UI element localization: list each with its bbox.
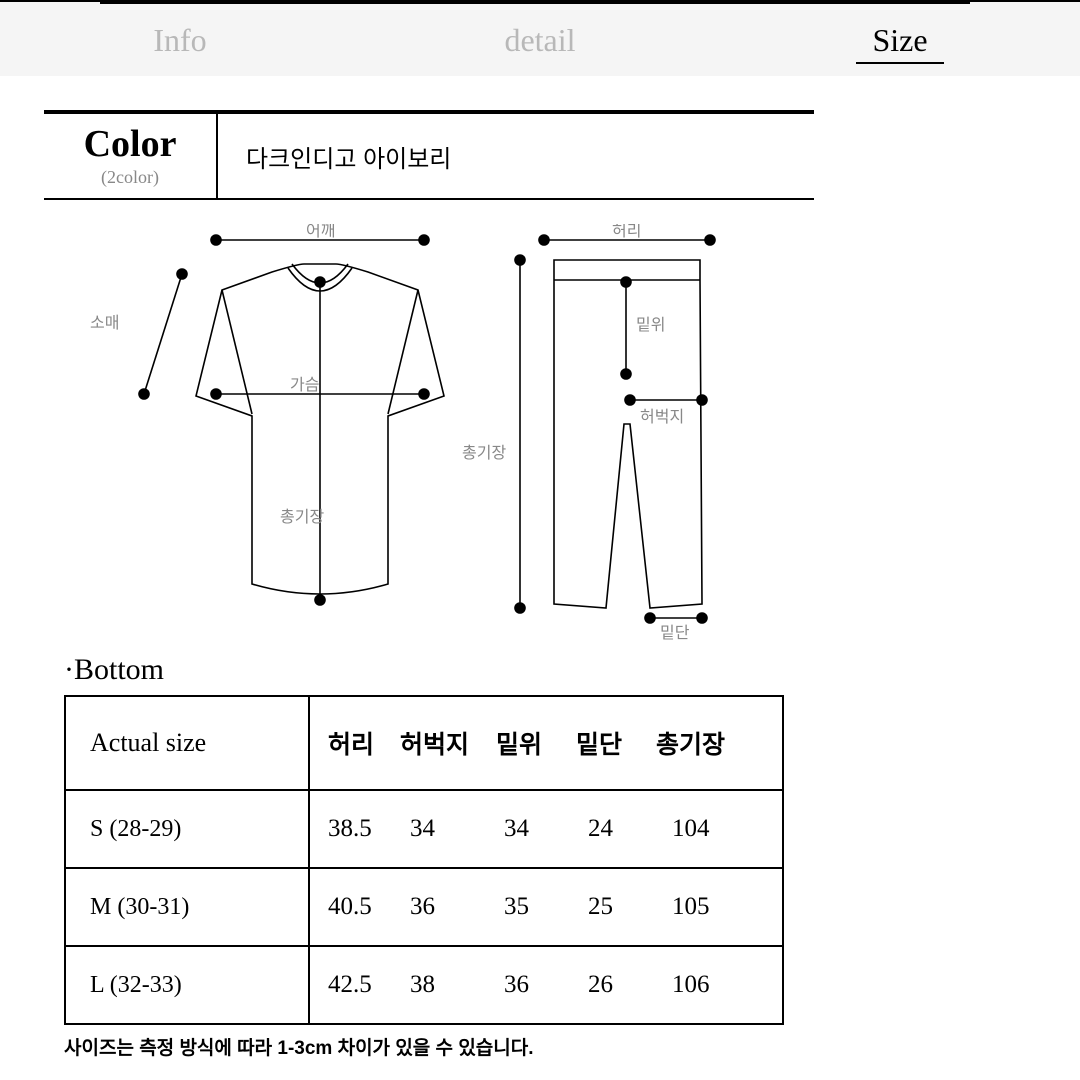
content-area: Color (2color) 다크인디고 아이보리 bbox=[0, 76, 1080, 1060]
size-footnote: 사이즈는 측정 방식에 따라 1-3cm 차이가 있을 수 있습니다. bbox=[64, 1033, 1036, 1060]
cell-value: 42.5 bbox=[328, 971, 406, 999]
tab-detail[interactable]: detail bbox=[360, 2, 720, 78]
cell-value: 34 bbox=[410, 815, 500, 843]
label-chest: 가슴 bbox=[290, 376, 319, 394]
color-title: Color bbox=[84, 125, 177, 163]
color-block: Color (2color) 다크인디고 아이보리 bbox=[44, 110, 814, 200]
cell-value: 36 bbox=[410, 893, 500, 921]
table-header-row: Actual size 허리 허벅지 밑위 밑단 총기장 bbox=[65, 696, 783, 790]
size-table: Actual size 허리 허벅지 밑위 밑단 총기장 S (28-29)38… bbox=[64, 695, 784, 1025]
cell-value: 38.5 bbox=[328, 815, 406, 843]
cell-value: 26 bbox=[588, 971, 668, 999]
cell-value: 40.5 bbox=[328, 893, 406, 921]
header-columns: 허리 허벅지 밑위 밑단 총기장 bbox=[309, 696, 783, 790]
label-shirt-length: 총기장 bbox=[280, 508, 324, 526]
color-values: 다크인디고 아이보리 bbox=[218, 114, 814, 198]
label-waist: 허리 bbox=[612, 224, 641, 240]
col-hem: 밑단 bbox=[576, 725, 656, 761]
color-header-cell: Color (2color) bbox=[44, 114, 218, 198]
color-subtitle: (2color) bbox=[101, 167, 159, 188]
label-rise: 밑위 bbox=[636, 316, 665, 334]
cell-value: 24 bbox=[588, 815, 668, 843]
measurement-diagram: 어깨 소매 가슴 총기장 bbox=[84, 224, 1036, 649]
row-label: M (30-31) bbox=[65, 868, 309, 946]
col-rise: 밑위 bbox=[496, 725, 576, 761]
cell-value: 36 bbox=[504, 971, 584, 999]
label-pants-length: 총기장 bbox=[462, 444, 506, 462]
cell-value: 25 bbox=[588, 893, 668, 921]
table-row: S (28-29)38.5343424104 bbox=[65, 790, 783, 868]
header-actual-size: Actual size bbox=[65, 696, 309, 790]
cell-value: 106 bbox=[672, 971, 782, 999]
col-thigh: 허벅지 bbox=[400, 725, 496, 761]
col-length: 총기장 bbox=[656, 725, 756, 761]
tab-info[interactable]: Info bbox=[0, 2, 360, 78]
table-row: L (32-33)42.5383626106 bbox=[65, 946, 783, 1024]
label-thigh: 허벅지 bbox=[640, 408, 684, 426]
row-label: L (32-33) bbox=[65, 946, 309, 1024]
cell-value: 35 bbox=[504, 893, 584, 921]
table-row: M (30-31)40.5363525105 bbox=[65, 868, 783, 946]
tab-bar: Info detail Size bbox=[0, 0, 1080, 76]
label-sleeve: 소매 bbox=[90, 314, 119, 332]
label-hem: 밑단 bbox=[660, 624, 690, 642]
cell-value: 104 bbox=[672, 815, 782, 843]
row-label: S (28-29) bbox=[65, 790, 309, 868]
cell-value: 34 bbox=[504, 815, 584, 843]
row-values: 38.5343424104 bbox=[309, 790, 783, 868]
label-shoulder: 어깨 bbox=[306, 224, 335, 240]
row-values: 40.5363525105 bbox=[309, 868, 783, 946]
row-values: 42.5383626106 bbox=[309, 946, 783, 1024]
col-waist: 허리 bbox=[328, 725, 400, 761]
tab-size[interactable]: Size bbox=[720, 2, 1080, 78]
cell-value: 105 bbox=[672, 893, 782, 921]
cell-value: 38 bbox=[410, 971, 500, 999]
bottom-heading: ·Bottom bbox=[64, 653, 1036, 687]
